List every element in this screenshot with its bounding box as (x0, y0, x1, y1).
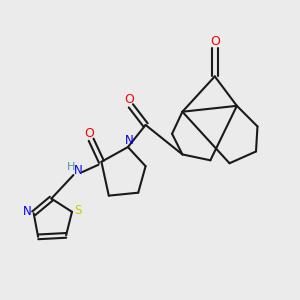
Text: O: O (85, 127, 94, 140)
Text: N: N (125, 134, 134, 147)
Text: O: O (124, 93, 134, 106)
Text: O: O (210, 35, 220, 48)
Text: N: N (74, 164, 83, 177)
Text: H: H (67, 162, 76, 172)
Text: S: S (74, 204, 82, 217)
Text: N: N (23, 205, 32, 218)
